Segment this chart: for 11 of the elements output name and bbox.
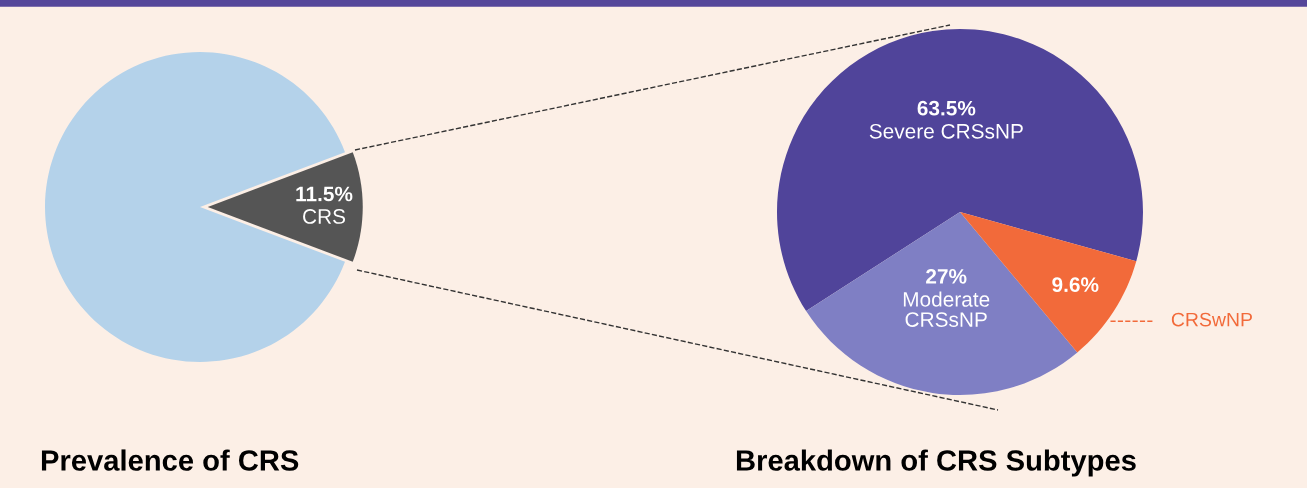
slice-label: CRS [303,209,346,224]
data-label: 27% [926,268,967,284]
text: Breakdown of CRS Subtypes [736,449,1136,477]
slice-label: Severe CRSsNP [869,123,1023,139]
data-label: 9.6% [1052,277,1099,293]
slice-label: Moderate CRSsNP [903,291,990,327]
data-label: 11.5% [296,186,353,202]
slice-label: CRSwNP [1171,312,1252,327]
text: Prevalence of CRS [41,449,299,471]
data-label: 63.5% [917,100,976,116]
pie-slice [777,29,1143,312]
